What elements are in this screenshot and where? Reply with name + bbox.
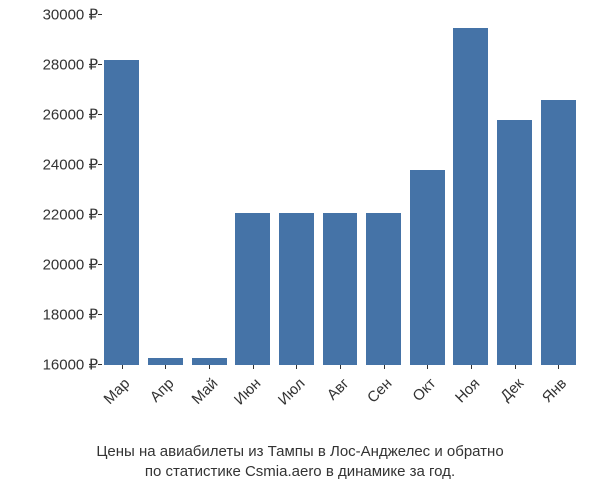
bar (410, 170, 445, 365)
bar (366, 213, 401, 366)
plot-area (100, 15, 580, 365)
x-tick-label: Дек (497, 375, 527, 405)
bar (192, 358, 227, 366)
bar-slot (318, 15, 362, 365)
bar (148, 358, 183, 366)
x-tick-mark (471, 365, 472, 369)
bar-slot (405, 15, 449, 365)
caption-line-2: по статистике Csmia.aero в динамике за г… (0, 462, 600, 482)
x-label-slot: Июл (275, 370, 319, 440)
y-tick-label: 26000 ₽ (43, 108, 98, 123)
x-tick-label: Апр (147, 375, 178, 406)
y-tick-label: 16000 ₽ (43, 358, 98, 373)
x-tick-label: Июн (231, 375, 264, 408)
y-tick-label: 20000 ₽ (43, 258, 98, 273)
x-label-slot: Апр (144, 370, 188, 440)
x-label-slot: Июн (231, 370, 275, 440)
bar-slot (144, 15, 188, 365)
x-tick-mark (209, 365, 210, 369)
y-tick-label: 22000 ₽ (43, 208, 98, 223)
y-tick-label: 18000 ₽ (43, 308, 98, 323)
x-tick-mark (253, 365, 254, 369)
x-tick-label: Янв (539, 375, 570, 406)
price-chart: 16000 ₽ 18000 ₽ 20000 ₽ 22000 ₽ 24000 ₽ 26000… (0, 0, 600, 500)
x-tick-mark (296, 365, 297, 369)
x-label-slot: Ноя (449, 370, 493, 440)
bar-slot (231, 15, 275, 365)
bar-slot (275, 15, 319, 365)
x-label-slot: Авг (318, 370, 362, 440)
y-axis: 16000 ₽18000 ₽20000 ₽22000 ₽24000 ₽26000… (0, 15, 98, 365)
x-tick-label: Май (188, 375, 221, 408)
x-label-slot: Мар (100, 370, 144, 440)
x-label-slot: Май (187, 370, 231, 440)
chart-caption: Цены на авиабилеты из Тампы в Лос-Анджел… (0, 442, 600, 483)
bar (104, 60, 139, 365)
x-tick-mark (515, 365, 516, 369)
x-tick-label: Авг (323, 375, 352, 404)
x-tick-label: Сен (364, 375, 395, 406)
x-tick-label: Мар (101, 375, 134, 408)
bar-slot (362, 15, 406, 365)
x-tick-mark (340, 365, 341, 369)
bar (279, 213, 314, 366)
bar-slot (100, 15, 144, 365)
y-tick-label: 24000 ₽ (43, 158, 98, 173)
caption-line-1: Цены на авиабилеты из Тампы в Лос-Анджел… (0, 442, 600, 462)
bar (497, 120, 532, 365)
bar (323, 213, 358, 366)
x-tick-label: Июл (275, 375, 309, 409)
x-tick-mark (122, 365, 123, 369)
x-label-slot: Янв (536, 370, 580, 440)
x-tick-label: Окт (409, 375, 439, 405)
bar-slot (187, 15, 231, 365)
x-label-slot: Дек (493, 370, 537, 440)
x-tick-mark (384, 365, 385, 369)
bar (541, 100, 576, 365)
x-label-slot: Окт (405, 370, 449, 440)
y-tick-label: 30000 ₽ (43, 8, 98, 23)
bars-group (100, 15, 580, 365)
x-tick-mark (165, 365, 166, 369)
bar-slot (449, 15, 493, 365)
bar (453, 28, 488, 366)
x-tick-mark (427, 365, 428, 369)
bar (235, 213, 270, 366)
x-axis: Мар Апр Май Июн Июл Авг Сен Окт Ноя Дек Янв (100, 370, 580, 440)
y-tick-label: 28000 ₽ (43, 58, 98, 73)
bar-slot (536, 15, 580, 365)
x-tick-mark (558, 365, 559, 369)
bar-slot (493, 15, 537, 365)
x-label-slot: Сен (362, 370, 406, 440)
x-tick-label: Ноя (452, 375, 483, 406)
